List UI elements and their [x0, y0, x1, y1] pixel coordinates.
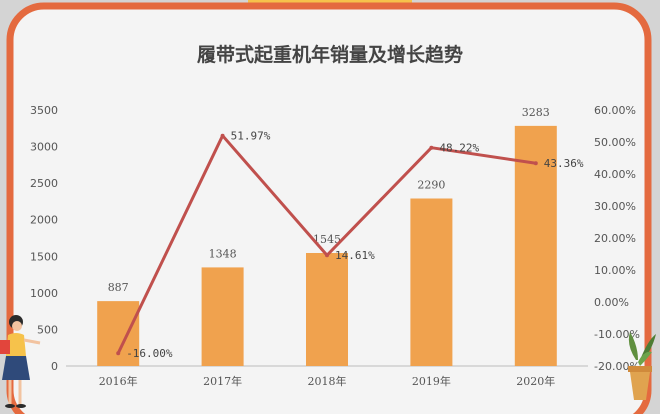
- y-tick-label: 1500: [30, 250, 58, 263]
- x-tick-label: 2019年: [412, 374, 451, 388]
- y2-tick-label: 20.00%: [594, 232, 636, 245]
- y2-tick-label: 50.00%: [594, 136, 636, 149]
- y-tick-label: 1000: [30, 287, 58, 300]
- x-tick-label: 2020年: [516, 374, 555, 388]
- bar: [514, 125, 557, 366]
- growth-point: [220, 133, 225, 138]
- x-tick-label: 2016年: [99, 374, 138, 388]
- y-tick-label: 2500: [30, 177, 58, 190]
- chart-title: 履带式起重机年销量及增长趋势: [197, 43, 463, 66]
- plot-area: 0500100015002000250030003500-20.00%-10.0…: [30, 104, 640, 388]
- y2-tick-label: 0.00%: [594, 296, 629, 309]
- person-holding-book-icon: [0, 315, 41, 408]
- y2-tick-label: 40.00%: [594, 168, 636, 181]
- growth-value-label: 14.61%: [335, 249, 375, 262]
- bar-value-label: 887: [108, 281, 129, 294]
- y-tick-label: 3500: [30, 104, 58, 117]
- growth-value-label: 48.22%: [439, 142, 479, 155]
- y2-tick-label: -10.00%: [594, 328, 640, 341]
- growth-value-label: -16.00%: [126, 347, 173, 360]
- growth-point: [429, 145, 434, 150]
- x-tick-label: 2018年: [308, 374, 347, 388]
- growth-value-label: 43.36%: [544, 157, 584, 170]
- growth-point: [533, 161, 538, 166]
- bar: [201, 267, 244, 366]
- growth-point: [116, 351, 121, 356]
- y-tick-label: 3000: [30, 141, 58, 154]
- potted-plant-icon: [628, 332, 656, 400]
- chart-frame: [6, 2, 652, 414]
- x-tick-label: 2017年: [203, 374, 242, 388]
- bar-value-label: 1348: [209, 247, 237, 260]
- bar: [306, 252, 348, 366]
- growth-value-label: 51.97%: [231, 130, 271, 143]
- y2-tick-label: 10.00%: [594, 264, 636, 277]
- bar-value-label: 1545: [313, 233, 341, 246]
- bar-value-label: 3283: [522, 106, 550, 119]
- bar-value-label: 2290: [417, 179, 445, 192]
- y-tick-label: 2000: [30, 214, 58, 227]
- y2-tick-label: 30.00%: [594, 200, 636, 213]
- y-tick-label: 0: [51, 360, 58, 373]
- growth-point: [325, 253, 329, 258]
- y-tick-label: 500: [37, 323, 58, 336]
- y2-tick-label: 60.00%: [594, 104, 636, 117]
- bar: [410, 198, 453, 366]
